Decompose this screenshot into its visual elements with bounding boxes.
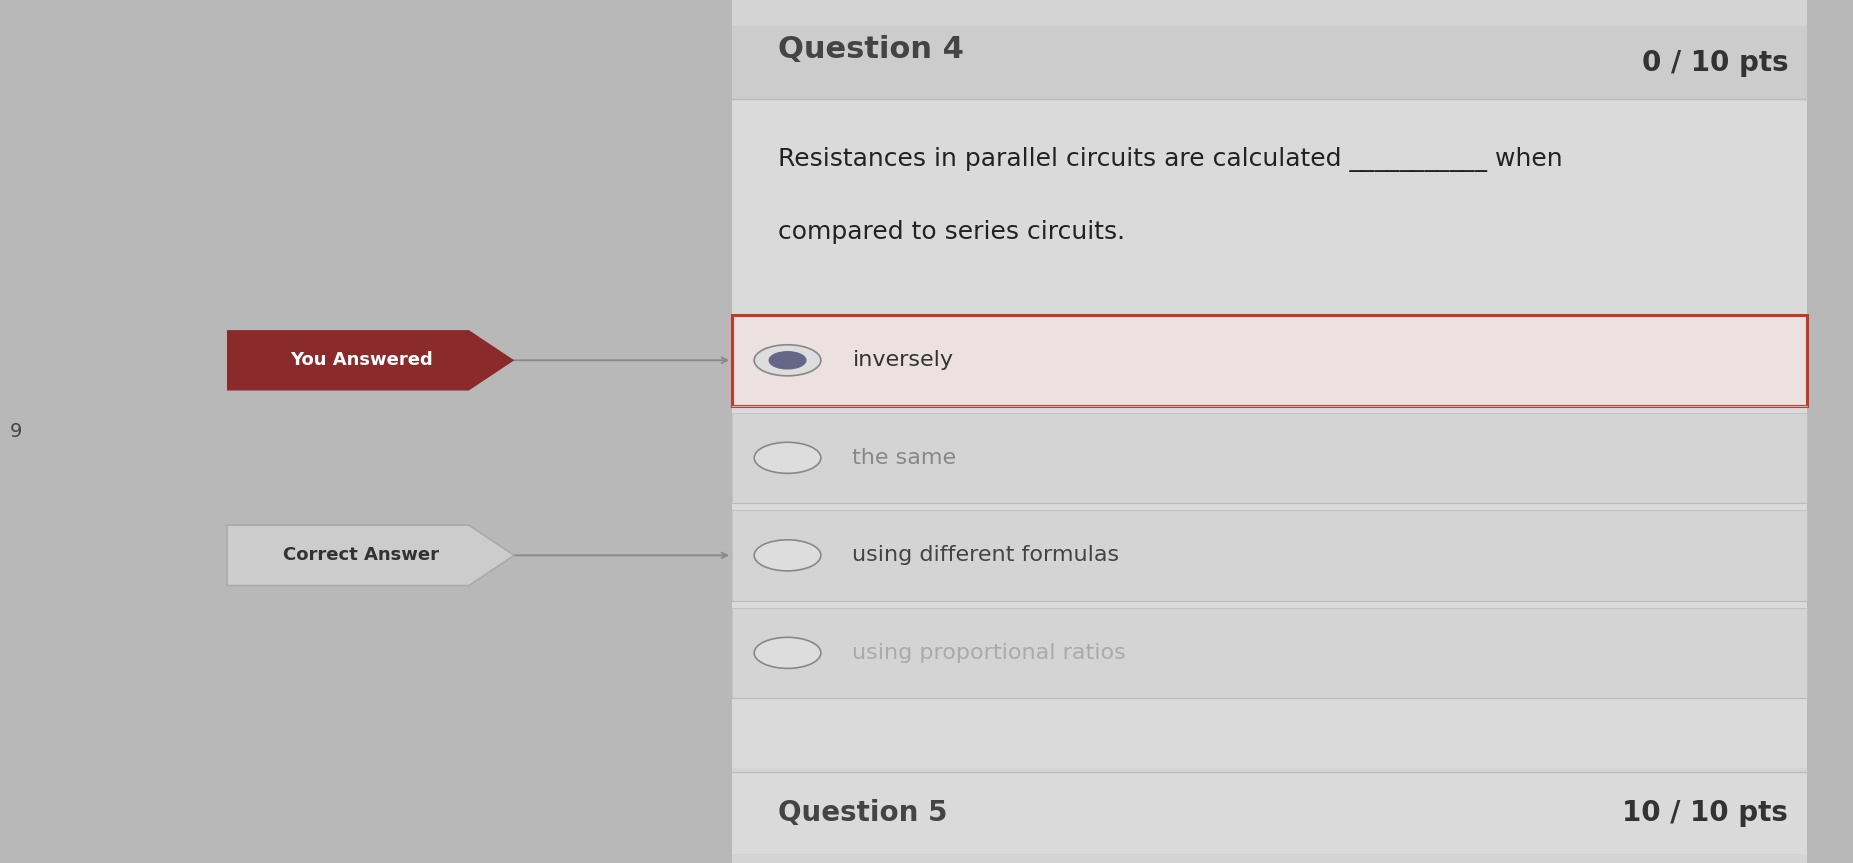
Circle shape: [769, 352, 806, 369]
FancyBboxPatch shape: [732, 608, 1807, 698]
Circle shape: [754, 540, 821, 571]
FancyBboxPatch shape: [732, 0, 1807, 863]
FancyBboxPatch shape: [732, 99, 1807, 768]
Text: 0 / 10 pts: 0 / 10 pts: [1642, 48, 1788, 77]
FancyBboxPatch shape: [732, 26, 1807, 99]
Circle shape: [754, 442, 821, 473]
FancyBboxPatch shape: [0, 0, 732, 863]
Polygon shape: [228, 525, 515, 585]
FancyBboxPatch shape: [732, 510, 1807, 601]
Text: Question 4: Question 4: [778, 35, 964, 64]
Circle shape: [754, 344, 821, 376]
Text: 10 / 10 pts: 10 / 10 pts: [1621, 799, 1788, 828]
Text: You Answered: You Answered: [289, 351, 434, 369]
Text: compared to series circuits.: compared to series circuits.: [778, 220, 1125, 244]
FancyBboxPatch shape: [732, 772, 1807, 854]
Text: Question 5: Question 5: [778, 799, 947, 828]
FancyBboxPatch shape: [732, 413, 1807, 503]
Text: using proportional ratios: using proportional ratios: [852, 643, 1127, 663]
FancyBboxPatch shape: [732, 315, 1807, 406]
Text: 9: 9: [9, 422, 22, 441]
Text: inversely: inversely: [852, 350, 954, 370]
Text: Resistances in parallel circuits are calculated ___________ when: Resistances in parallel circuits are cal…: [778, 147, 1562, 172]
Text: Correct Answer: Correct Answer: [284, 546, 439, 564]
Polygon shape: [228, 330, 515, 390]
Text: the same: the same: [852, 448, 956, 468]
Circle shape: [754, 637, 821, 668]
Text: using different formulas: using different formulas: [852, 545, 1119, 565]
